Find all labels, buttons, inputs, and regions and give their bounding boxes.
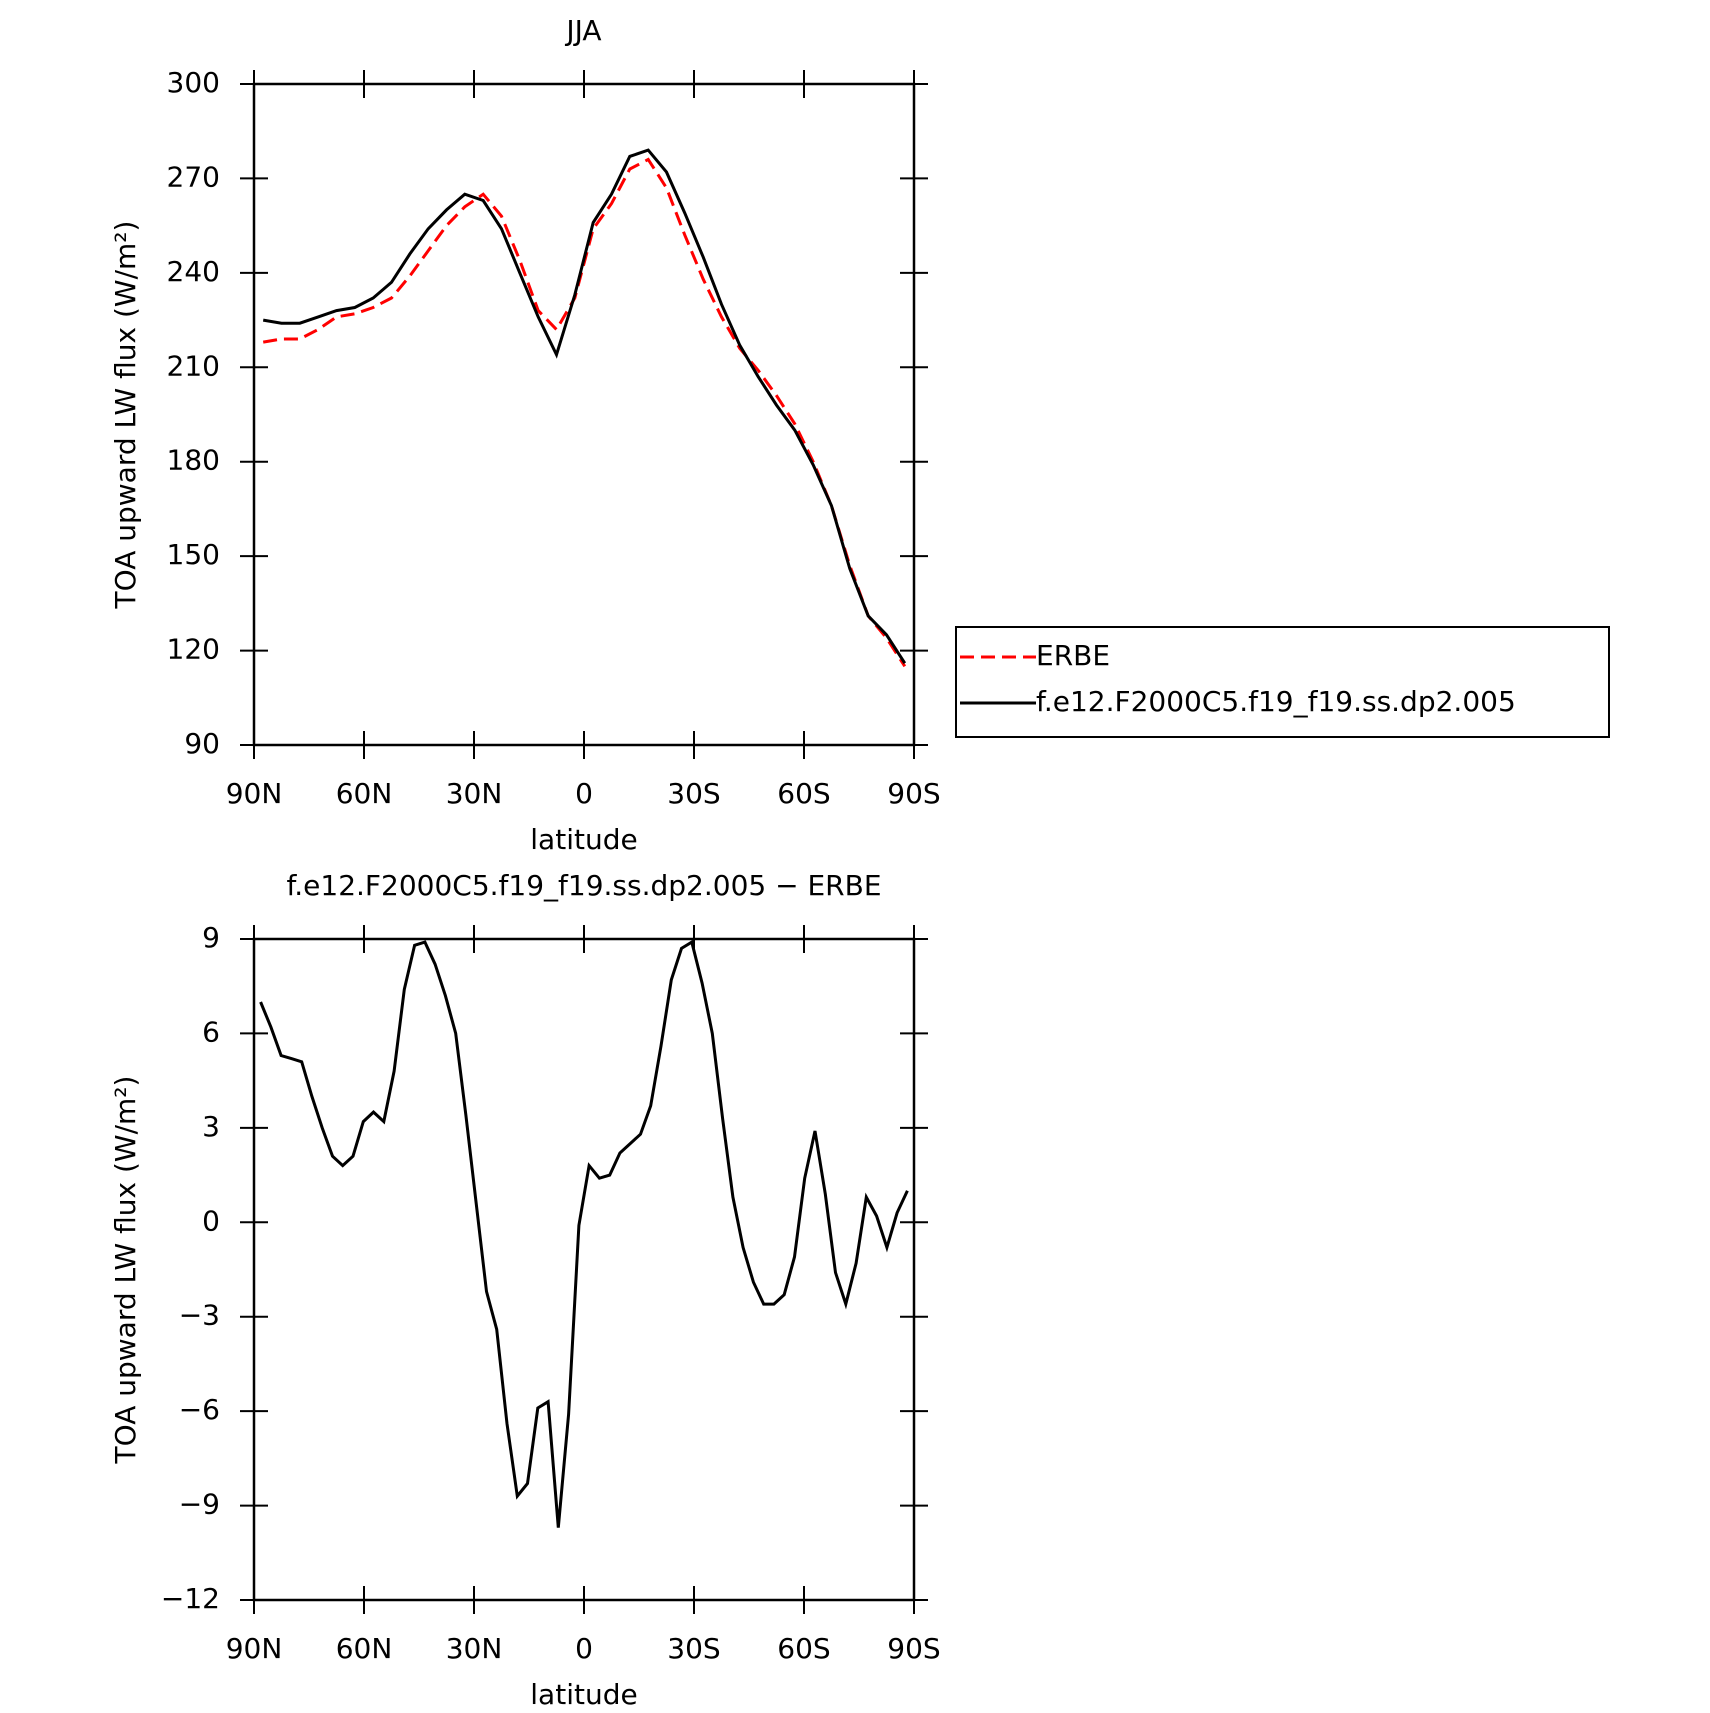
y-axis-label: TOA upward LW flux (W/m²) xyxy=(109,1076,142,1465)
x-tick-label: 90N xyxy=(226,777,283,810)
y-tick-label: 150 xyxy=(167,538,220,571)
legend-label: f.e12.F2000C5.f19_f19.ss.dp2.005 xyxy=(1036,685,1516,718)
x-tick-label: 60N xyxy=(336,777,393,810)
y-tick-label: −6 xyxy=(179,1393,220,1426)
y-tick-label: 210 xyxy=(167,349,220,382)
x-tick-label: 30N xyxy=(446,777,503,810)
y-tick-label: −9 xyxy=(179,1488,220,1521)
y-tick-label: 3 xyxy=(202,1110,220,1143)
x-axis-label: latitude xyxy=(530,823,637,856)
x-tick-label: 30S xyxy=(667,1632,720,1665)
y-tick-label: 90 xyxy=(184,727,220,760)
x-tick-label: 0 xyxy=(575,777,593,810)
plot-frame xyxy=(252,937,916,1602)
x-tick-label: 30S xyxy=(667,777,720,810)
data-line xyxy=(262,157,907,668)
y-axis-label: TOA upward LW flux (W/m²) xyxy=(109,221,142,610)
chart-title: f.e12.F2000C5.f19_f19.ss.dp2.005 − ERBE xyxy=(286,869,881,902)
data-line xyxy=(262,148,907,665)
chart-title: JJA xyxy=(564,14,601,47)
y-tick-label: −12 xyxy=(161,1582,220,1615)
legend-box xyxy=(955,626,1610,738)
y-tick-label: 9 xyxy=(202,921,220,954)
x-tick-label: 0 xyxy=(575,1632,593,1665)
x-tick-label: 90N xyxy=(226,1632,283,1665)
y-tick-label: 180 xyxy=(167,444,220,477)
y-tick-label: 0 xyxy=(202,1204,220,1237)
data-line xyxy=(259,939,909,1528)
y-tick-label: 270 xyxy=(167,160,220,193)
x-tick-label: 60S xyxy=(777,777,830,810)
y-tick-label: 240 xyxy=(167,255,220,288)
x-tick-label: 90S xyxy=(887,1632,940,1665)
y-tick-label: −3 xyxy=(179,1299,220,1332)
y-tick-label: 300 xyxy=(167,66,220,99)
plot-frame xyxy=(252,82,916,747)
x-tick-label: 60N xyxy=(336,1632,393,1665)
y-tick-label: 120 xyxy=(167,633,220,666)
x-tick-label: 30N xyxy=(446,1632,503,1665)
x-tick-label: 60S xyxy=(777,1632,830,1665)
y-tick-label: 6 xyxy=(202,1015,220,1048)
x-tick-label: 90S xyxy=(887,777,940,810)
legend-label: ERBE xyxy=(1036,639,1110,672)
x-axis-label: latitude xyxy=(530,1678,637,1711)
